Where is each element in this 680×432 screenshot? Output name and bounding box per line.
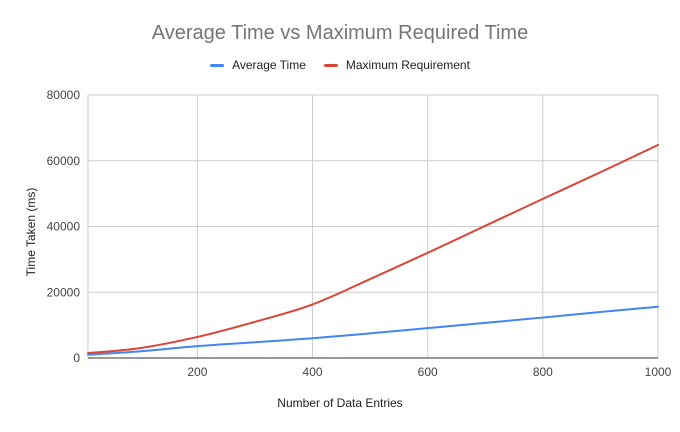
series-line-average-time bbox=[87, 305, 659, 356]
x-tick-label: 200 bbox=[187, 365, 207, 379]
chart-title: Average Time vs Maximum Required Time bbox=[151, 22, 529, 44]
legend-swatch-maximum-requirement bbox=[323, 63, 338, 67]
legend-label-average-time: Average Time bbox=[232, 58, 306, 72]
x-tick-label: 800 bbox=[533, 365, 553, 379]
y-tick-label: 40000 bbox=[47, 220, 81, 234]
legend-item-maximum-requirement: Maximum Requirement bbox=[323, 58, 470, 72]
legend: Average Time Maximum Requirement bbox=[0, 58, 680, 72]
y-tick-label: 20000 bbox=[47, 285, 81, 299]
y-tick-label: 60000 bbox=[47, 154, 81, 168]
x-axis-label: Number of Data Entries bbox=[277, 396, 403, 410]
x-tick-label: 600 bbox=[418, 365, 438, 379]
series-line-maximum-requirement bbox=[87, 143, 659, 355]
legend-label-maximum-requirement: Maximum Requirement bbox=[345, 58, 470, 72]
y-tick-label: 80000 bbox=[47, 88, 81, 102]
legend-swatch-average-time bbox=[210, 63, 225, 67]
x-tick-label: 400 bbox=[303, 365, 323, 379]
y-tick-label: 0 bbox=[73, 351, 80, 365]
x-tick-label: 1000 bbox=[645, 365, 672, 379]
legend-item-average-time: Average Time bbox=[210, 58, 306, 72]
